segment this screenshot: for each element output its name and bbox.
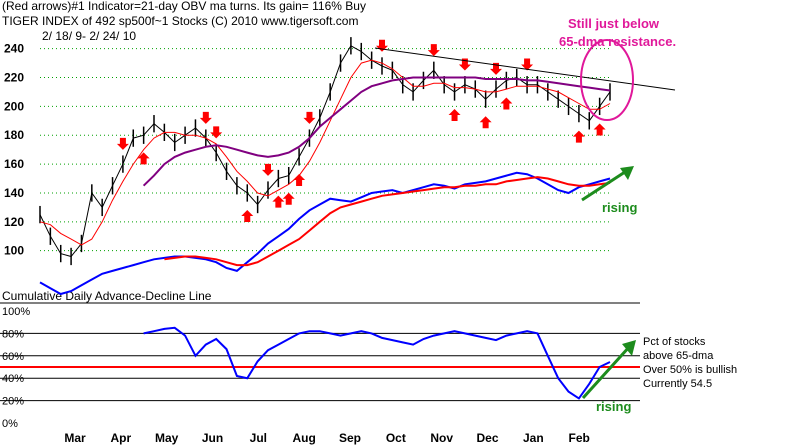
sell-arrow-9 — [521, 58, 534, 71]
lower-tick-40: 40% — [2, 373, 24, 385]
buy-arrow-0 — [137, 152, 150, 165]
lower-tick-100: 100% — [2, 306, 30, 318]
price-bars — [39, 37, 611, 266]
buy-arrow-8 — [572, 130, 585, 143]
month-oct: Oct — [386, 431, 406, 445]
pct-label-4: Currently 54.5 — [643, 378, 712, 390]
pct-above-65dma-line — [143, 326, 611, 400]
rising-arrow-top — [581, 166, 634, 202]
adline — [39, 171, 611, 296]
upper-tick-100: 100 — [4, 244, 24, 258]
upper-y-tick-labels: 100 120 140 160 180 200 220 240 — [4, 42, 24, 258]
buy-arrow-4 — [293, 173, 306, 186]
month-dec: Dec — [476, 431, 498, 445]
lower-y-tick-labels: 100% 80% 60% 40% 20% 0% — [2, 306, 30, 430]
header-line-2: TIGER INDEX of 492 sp500f~1 Stocks (C) 2… — [2, 14, 358, 28]
month-jan: Jan — [523, 431, 544, 445]
sell-arrow-4 — [303, 111, 316, 124]
resistance-circle — [580, 39, 634, 121]
lower-tick-0: 0% — [2, 418, 18, 430]
sell-arrow-3 — [262, 163, 274, 176]
rising-label-top: rising — [602, 200, 637, 215]
buy-arrow-2 — [272, 195, 285, 208]
month-jul: Jul — [250, 431, 267, 445]
sell-arrow-1 — [199, 111, 212, 124]
series-layer — [39, 37, 611, 400]
month-nov: Nov — [430, 431, 453, 445]
month-may: May — [155, 431, 179, 445]
buy-arrow-1 — [241, 210, 254, 223]
price-line — [39, 45, 611, 258]
sell-arrow-0 — [116, 137, 129, 150]
upper-tick-200: 200 — [4, 99, 24, 113]
upper-tick-220: 220 — [4, 71, 24, 85]
sell-arrow-6 — [427, 44, 440, 57]
upper-gridlines — [40, 48, 610, 252]
buy-arrow-7 — [500, 97, 513, 110]
buy-arrow-6 — [479, 116, 492, 129]
buy-arrow-5 — [448, 109, 461, 122]
dma-65-line — [142, 76, 611, 187]
header-line-3: 2/ 18/ 9- 2/ 24/ 10 — [42, 29, 136, 43]
upper-tick-120: 120 — [4, 215, 24, 229]
upper-tick-160: 160 — [4, 157, 24, 171]
pct-label-3: Over 50% is bullish — [643, 364, 737, 376]
buy-arrow-3 — [282, 192, 295, 205]
ma-21-line — [39, 59, 611, 246]
lower-tick-60: 60% — [2, 351, 24, 363]
buy-arrow-9 — [593, 123, 606, 136]
lower-gridlines — [0, 332, 640, 402]
upper-tick-180: 180 — [4, 128, 24, 142]
signal-arrows — [116, 39, 606, 223]
sell-arrow-7 — [458, 58, 471, 71]
resistance-trendline — [374, 47, 676, 91]
adline-ma — [164, 176, 611, 267]
adline-caption: Cumulative Daily Advance-Decline Line — [2, 289, 212, 303]
pct-label-2: above 65-dma — [643, 350, 714, 362]
pct-label-1: Pct of stocks — [643, 336, 706, 348]
sell-arrow-2 — [210, 126, 223, 139]
upper-tick-240: 240 — [4, 42, 24, 56]
header-line-1: (Red arrows)#1 Indicator=21-day OBV ma t… — [2, 0, 366, 13]
month-mar: Mar — [64, 431, 86, 445]
month-apr: Apr — [110, 431, 131, 445]
lower-tick-20: 20% — [2, 396, 24, 408]
month-aug: Aug — [293, 431, 316, 445]
rising-arrow-bottom — [581, 340, 636, 400]
lower-tick-80: 80% — [2, 328, 24, 340]
month-tick-labels: Mar Apr May Jun Jul Aug Sep Oct Nov Dec Jan Feb — [64, 431, 590, 445]
rising-label-bottom: rising — [596, 399, 631, 414]
resistance-note-1: Still just below — [568, 16, 660, 31]
resistance-note-2: 65-dma resistance. — [559, 34, 676, 49]
month-jun: Jun — [202, 431, 223, 445]
upper-tick-140: 140 — [4, 186, 24, 200]
month-sep: Sep — [339, 431, 361, 445]
month-feb: Feb — [568, 431, 589, 445]
